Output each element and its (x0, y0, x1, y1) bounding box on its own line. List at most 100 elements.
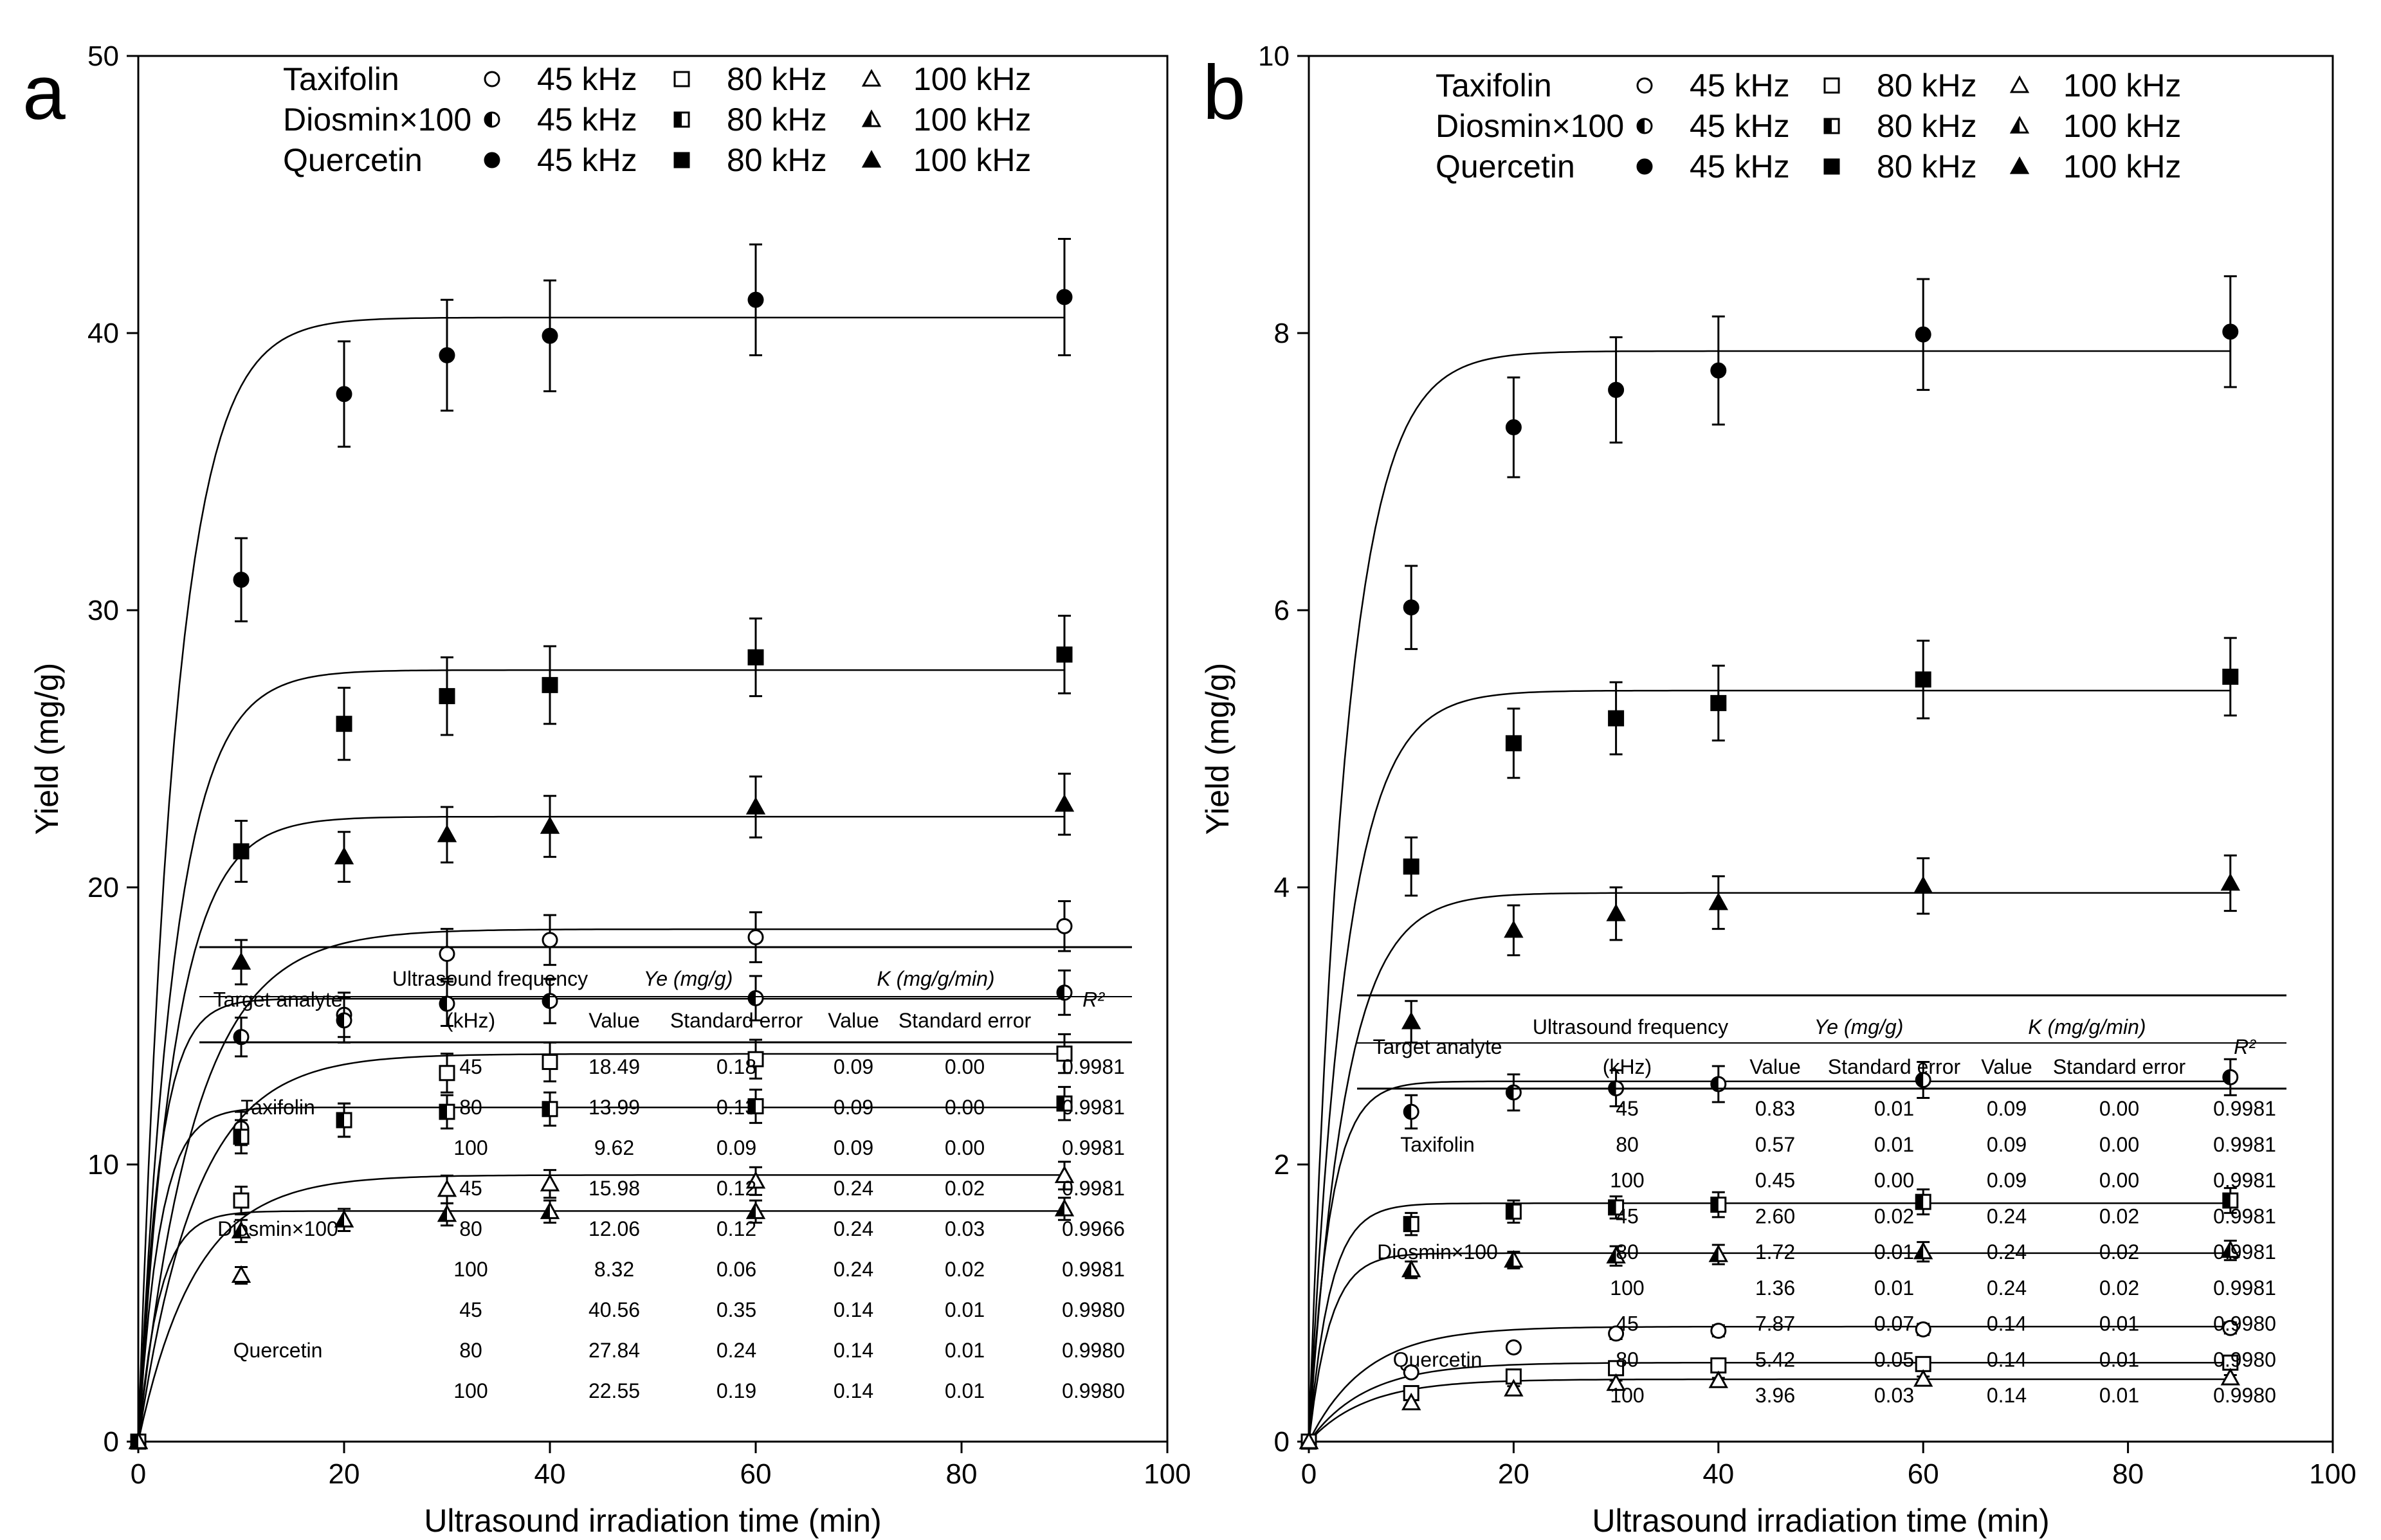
data-point-half-fill (749, 991, 756, 1006)
legend-marker-half-fill (675, 113, 682, 127)
y-axis-label: Yield (mg/g) (1200, 663, 1236, 835)
legend-label: 100 kHz (2063, 108, 2181, 144)
fit-curve-diosmin-100-80-khz (137, 1106, 1064, 1442)
table-cell: 13.99 (588, 1096, 640, 1119)
fit-curve-quercetin-100-khz (1308, 892, 2230, 1442)
fit-curve-taxifolin-100-khz (137, 1174, 1064, 1442)
table-cell: 18.49 (588, 1055, 640, 1078)
table-header-analyte: Target analyte (213, 988, 342, 1011)
table-subheader: (kHz) (446, 1009, 495, 1032)
x-tick-label: 80 (946, 1458, 978, 1490)
fit-curve-diosmin-100-100-khz (1308, 1252, 2230, 1442)
table-cell: 0.9981 (1062, 1055, 1125, 1078)
table-cell: 0.24 (834, 1177, 873, 1200)
data-point (336, 716, 352, 732)
y-tick-label: 40 (87, 318, 119, 349)
table-header-frequency: Ultrasound frequency (1533, 1015, 1728, 1038)
table-cell: 0.02 (2099, 1204, 2139, 1227)
series-diosmin-100-100-khz (128, 1197, 1075, 1449)
fit-curve-diosmin-100-45-khz (1308, 1080, 2230, 1442)
data-point-half-fill (1506, 1204, 1514, 1219)
x-axis-label: Ultrasound irradiation time (min) (424, 1503, 881, 1539)
legend-marker-half-fill (1638, 119, 1645, 133)
legend-label: 80 kHz (1877, 108, 1977, 144)
data-point (231, 1265, 251, 1283)
fit-curve-taxifolin-45-khz (137, 928, 1064, 1442)
table-subheader: Standard error (670, 1009, 803, 1032)
table-cell: 100 (1610, 1276, 1644, 1300)
table-cell: 0.01 (2099, 1312, 2139, 1336)
fit-curve-taxifolin-45-khz (1308, 1325, 2230, 1442)
table-cell: 8.32 (594, 1258, 634, 1281)
x-tick-label: 40 (1702, 1458, 1734, 1490)
y-tick-label: 6 (1274, 595, 1290, 626)
data-point-half-fill (747, 1203, 756, 1218)
table-group-label: Taxifolin (241, 1096, 315, 1119)
table-cell: 100 (453, 1258, 488, 1281)
table-cell: 0.00 (945, 1136, 985, 1159)
table-cell: 27.84 (588, 1339, 640, 1362)
table-cell: 5.42 (1755, 1348, 1795, 1371)
legend-marker (2009, 156, 2030, 174)
table-cell: 0.14 (1987, 1312, 2027, 1336)
table-cell: 0.18 (716, 1055, 756, 1078)
data-point-half-fill (543, 993, 550, 1008)
legend-label: 45 kHz (1690, 68, 1790, 104)
fit-curve-quercetin-100-khz (137, 815, 1064, 1442)
series-diosmin-100-100-khz (1299, 1240, 2240, 1449)
data-point-half-fill (439, 1206, 447, 1221)
legend-label: 45 kHz (1690, 108, 1790, 144)
series-quercetin-45-khz (1300, 275, 2239, 1450)
data-point (233, 843, 250, 860)
table-cell: 0.9980 (2213, 1348, 2276, 1371)
x-tick-label: 0 (131, 1458, 146, 1490)
data-point (1606, 903, 1626, 921)
table-cell: 7.87 (1755, 1312, 1795, 1336)
table-group-label: Diosmin×100 (217, 1217, 338, 1240)
data-point-half-fill (130, 1433, 138, 1449)
table-cell: 0.9981 (2213, 1169, 2276, 1192)
data-point (1913, 1369, 1933, 1387)
table-cell: 0.09 (716, 1136, 756, 1159)
fit-curve-taxifolin-80-khz (1308, 1361, 2230, 1442)
legend-label: 45 kHz (537, 142, 637, 178)
panel-letter: b (1203, 50, 1246, 136)
data-point (439, 688, 455, 705)
table-cell: 0.9981 (1062, 1136, 1125, 1159)
table-cell: 0.9980 (1062, 1379, 1125, 1402)
table-cell: 0.24 (716, 1339, 756, 1362)
data-point (2220, 1368, 2240, 1386)
legend-compound-taxifolin: Taxifolin (1436, 68, 1552, 104)
table-subheader: Value (828, 1009, 879, 1032)
data-point-half-fill (1916, 1195, 1924, 1209)
parameter-table: Target analyte Ultrasound frequency Ye (mg… (199, 946, 1132, 1402)
data-point-half-fill (440, 1105, 447, 1119)
table-cell: 0.01 (945, 1379, 985, 1402)
panel-a: a 0 20 40 60 80 100 0 10 20 30 40 50 Ultrasound irrad… (23, 41, 1191, 1539)
legend-marker (861, 150, 882, 168)
legend-label: 100 kHz (2063, 68, 2181, 104)
table-cell: 0.9981 (2213, 1097, 2276, 1120)
data-point (1056, 646, 1073, 663)
data-point-half-fill (1404, 1217, 1412, 1231)
table-cell: 0.9966 (1062, 1217, 1125, 1240)
legend-label: 80 kHz (727, 142, 827, 178)
legend-label: 80 kHz (1877, 68, 1977, 104)
data-point (1708, 1370, 1728, 1388)
data-point (1710, 694, 1727, 711)
y-tick-label: 0 (104, 1426, 119, 1458)
data-point (1915, 1321, 1931, 1337)
data-point-half-fill (2223, 1193, 2230, 1208)
table-cell: 0.19 (716, 1379, 756, 1402)
legend-label: 45 kHz (537, 102, 637, 138)
table-group-label: Quercetin (233, 1339, 323, 1362)
table-cell: 80 (459, 1339, 482, 1362)
table-cell: 0.24 (1987, 1204, 2027, 1227)
x-tick-label: 100 (2309, 1458, 2356, 1490)
data-point (1504, 1379, 1524, 1397)
table-cell: 0.09 (1987, 1169, 2027, 1192)
table-cell: 0.35 (716, 1298, 756, 1321)
data-point (1710, 1357, 1727, 1373)
table-cell: 2.60 (1755, 1204, 1795, 1227)
data-point (2222, 668, 2239, 685)
